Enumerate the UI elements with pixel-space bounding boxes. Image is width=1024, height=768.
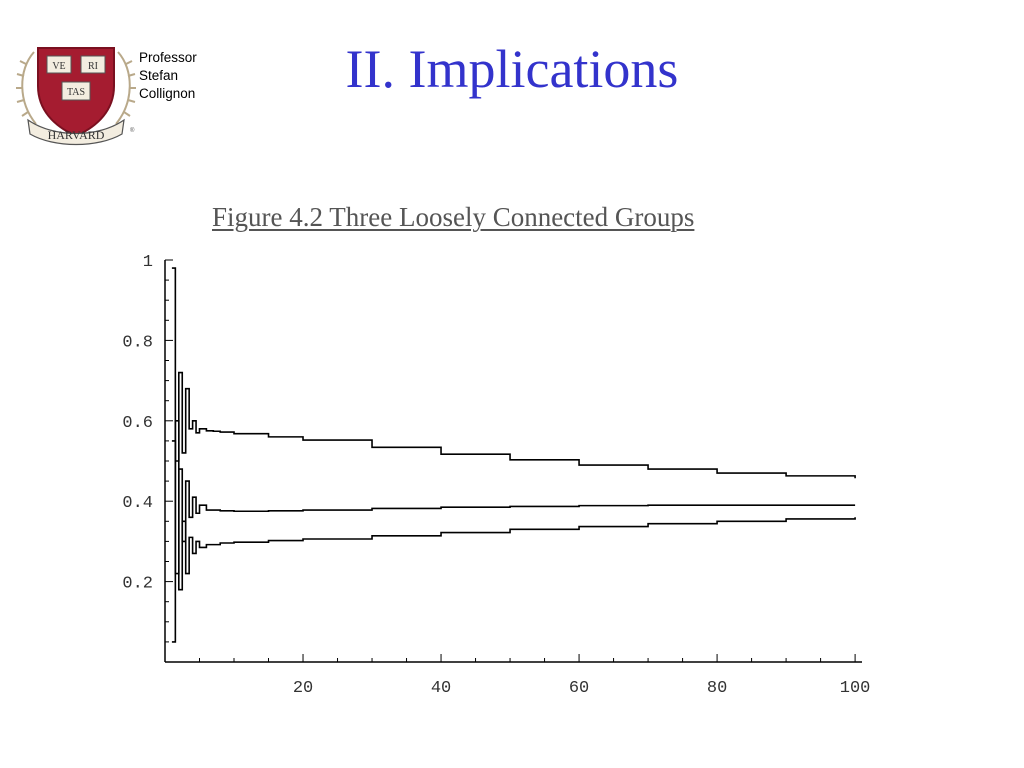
y-tick-label: 0.4	[122, 494, 153, 513]
book-bottom: TAS	[61, 81, 91, 101]
y-tick-label: 1	[143, 253, 153, 272]
chart-series	[171, 267, 856, 643]
series-line-3	[171, 420, 856, 643]
x-tick-label: 20	[293, 679, 313, 698]
x-tick-label: 40	[431, 679, 451, 698]
author-line: Professor	[139, 50, 197, 65]
author-name: Professor Stefan Collignon	[139, 49, 197, 103]
author-line: Collignon	[139, 86, 196, 101]
author-line: Stefan	[139, 68, 179, 83]
x-tick-label: 80	[707, 679, 727, 698]
banner-text: HARVARD	[48, 128, 105, 142]
x-tick-label: 60	[569, 679, 589, 698]
harvard-shield-icon: VE RI TAS HARVARD ®	[16, 47, 136, 146]
slide-title: II. Implications	[345, 39, 679, 99]
y-tick-label: 0.6	[122, 414, 153, 433]
chart-title: Figure 4.2 Three Loosely Connected Group…	[212, 202, 695, 232]
shield-word-1: VE	[52, 61, 65, 72]
series-line-2	[171, 440, 856, 575]
y-tick-label: 0.2	[122, 575, 153, 594]
shield-word-2: RI	[88, 61, 98, 72]
book-left: VE	[46, 55, 72, 74]
book-right: RI	[80, 55, 106, 74]
y-tick-label: 0.8	[122, 333, 153, 352]
registered-mark: ®	[130, 127, 135, 134]
x-tick-label: 100	[840, 679, 871, 698]
series-line-1	[171, 267, 856, 479]
banner	[27, 118, 125, 146]
chart-axes: 20 40 60 80 100 0.2 0.4 0.6 0.8 1	[122, 253, 870, 698]
shield-word-3: TAS	[67, 87, 85, 98]
laurel-wreath	[16, 51, 136, 125]
